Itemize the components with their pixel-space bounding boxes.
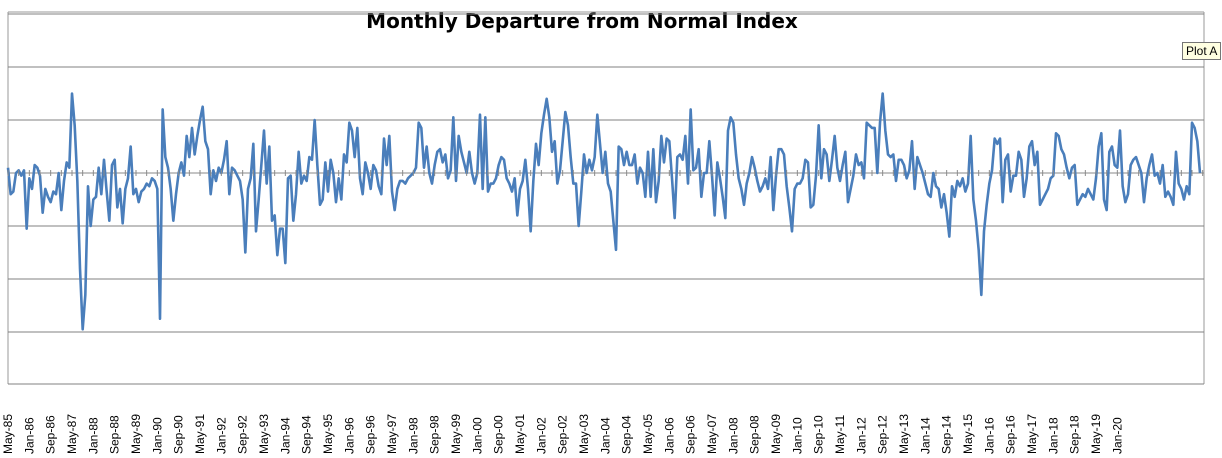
x-tick-label: Sep-92 — [236, 415, 250, 454]
x-tick-label: May-11 — [833, 415, 847, 454]
x-tick-label: May-95 — [321, 414, 335, 454]
x-tick-label: Sep-04 — [620, 415, 634, 454]
x-tick-label: Sep-10 — [812, 415, 826, 454]
x-tick-label: Sep-00 — [492, 415, 506, 454]
x-tick-label: May-93 — [257, 414, 271, 454]
x-tick-label: Jan-86 — [22, 417, 36, 454]
x-tick-label: Jan-98 — [406, 417, 420, 454]
x-tick-label: Sep-08 — [748, 415, 762, 454]
x-tick-label: Jan-92 — [214, 417, 228, 454]
x-tick-label: Jan-12 — [854, 417, 868, 454]
x-tick-label: Sep-96 — [364, 415, 378, 454]
x-tick-label: Jan-14 — [918, 417, 932, 454]
x-tick-label: Jan-16 — [982, 417, 996, 454]
x-tick-label: Sep-14 — [940, 415, 954, 454]
x-tick-label: Sep-16 — [1004, 415, 1018, 454]
series-line — [6, 92, 1202, 331]
x-tick-label: Sep-90 — [172, 415, 186, 454]
x-tick-label: May-07 — [705, 414, 719, 454]
x-tick-label: May-13 — [897, 414, 911, 454]
x-tick-label: Jan-90 — [150, 417, 164, 454]
chart-title: Monthly Departure from Normal Index — [366, 9, 798, 33]
x-tick-label: Sep-18 — [1068, 415, 1082, 454]
x-tick-label: Jan-10 — [790, 417, 804, 454]
x-tick-label: Sep-86 — [44, 415, 58, 454]
x-tick-label: Jan-00 — [470, 417, 484, 454]
x-tick-label: Jan-96 — [342, 417, 356, 454]
x-tick-label: May-99 — [449, 414, 463, 454]
x-tick-label: May-05 — [641, 414, 655, 454]
x-tick-label: Jan-88 — [86, 417, 100, 454]
x-tick-label: Sep-02 — [556, 415, 570, 454]
x-tick-label: May-87 — [65, 414, 79, 454]
x-tick-label: Sep-88 — [108, 415, 122, 454]
x-tick-label: May-91 — [193, 414, 207, 454]
x-tick-label: Jan-06 — [662, 417, 676, 454]
x-tick-label: May-01 — [513, 414, 527, 454]
x-tick-label: May-03 — [577, 414, 591, 454]
x-tick-label: May-85 — [1, 414, 15, 454]
x-tick-label: May-17 — [1025, 414, 1039, 454]
x-tick-label: Jan-08 — [726, 417, 740, 454]
x-tick-label: Jan-94 — [278, 417, 292, 454]
x-tick-label: Jan-18 — [1046, 417, 1060, 454]
x-tick-label: May-09 — [769, 414, 783, 454]
x-tick-label: Sep-12 — [876, 415, 890, 454]
x-tick-label: May-15 — [961, 414, 975, 454]
x-tick-label: Jan-04 — [598, 417, 612, 454]
plot-area: May-85 Jan-86 Sep-86 May-87 Jan-88 Sep-88 May-… — [1, 11, 1205, 454]
x-tick-label: May-19 — [1089, 414, 1103, 454]
x-tick-label: May-89 — [129, 414, 143, 454]
x-tick-label: Sep-06 — [684, 415, 698, 454]
x-tick-label: Sep-98 — [428, 415, 442, 454]
x-tick-label: Sep-94 — [300, 415, 314, 454]
x-tick-label: Jan-02 — [534, 417, 548, 454]
x-tick-label: May-97 — [385, 414, 399, 454]
tooltip: Plot A — [1182, 42, 1222, 60]
x-tick-label: Jan-20 — [1110, 417, 1124, 454]
